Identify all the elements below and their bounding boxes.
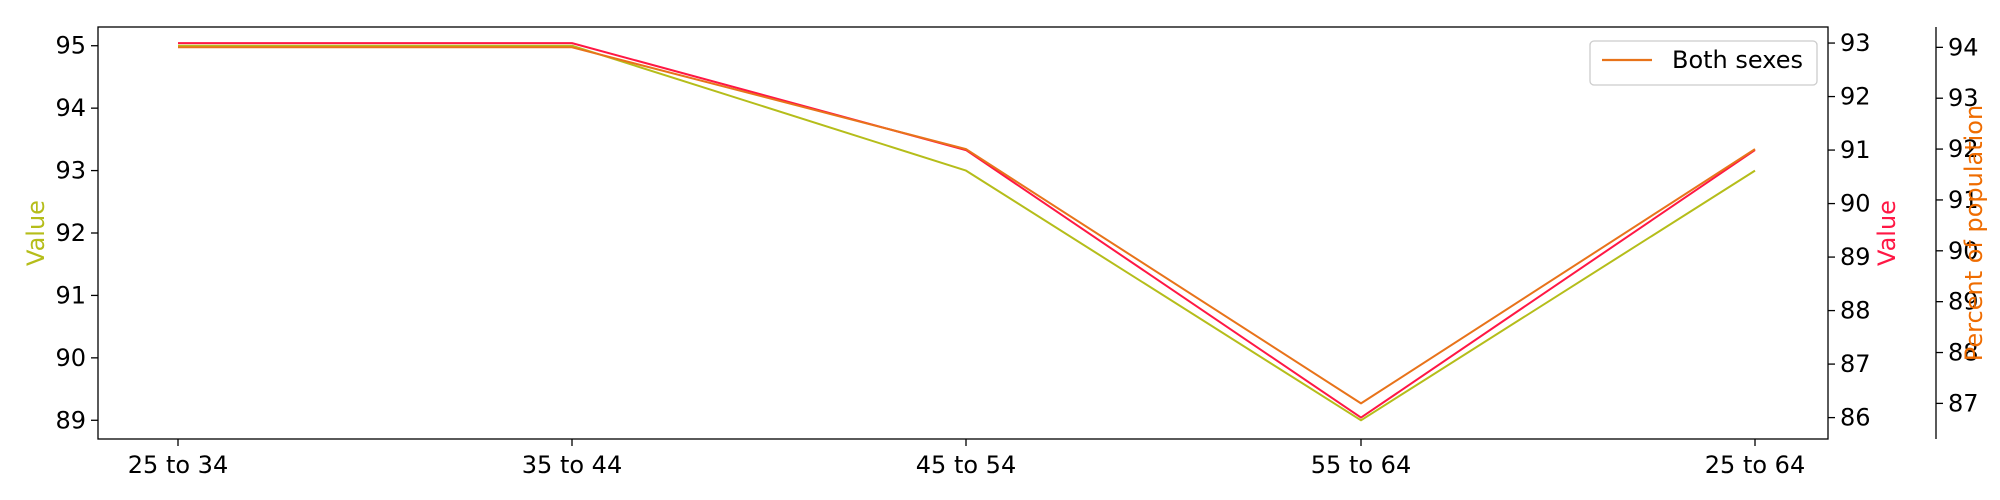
right1-tick-label: 92 [1840, 83, 1871, 111]
x-tick-label: 55 to 64 [1311, 451, 1411, 479]
right-y-axis-value: 86 87 88 89 90 91 92 93 [1828, 29, 1871, 432]
x-tick-label: 25 to 34 [128, 451, 228, 479]
series-line-right1 [178, 42, 1756, 419]
left-tick-label: 91 [55, 281, 86, 309]
series-line-left [178, 44, 1756, 422]
right2-tick-label: 92 [1948, 135, 1979, 163]
right1-tick-label: 91 [1840, 136, 1871, 164]
legend-box [1589, 40, 1818, 86]
left-tick-label: 95 [55, 32, 86, 60]
x-tick-label: 35 to 44 [522, 451, 622, 479]
right1-axis-title: Value [1873, 200, 1901, 266]
right1-tick-label: 86 [1840, 404, 1871, 432]
right2-tick-label: 89 [1948, 288, 1979, 316]
x-tick-label: 25 to 64 [1705, 451, 1805, 479]
left-tick-label: 94 [55, 94, 86, 122]
plot-area [97, 26, 1829, 440]
left-axis-title: Value [22, 200, 50, 266]
left-tick-label: 92 [55, 219, 86, 247]
right-y-axis-percent: 87 88 89 90 91 92 93 94 [1935, 27, 1979, 439]
right2-tick-label: 88 [1948, 339, 1979, 367]
left-tick-label: 93 [55, 157, 86, 185]
right2-tick-label: 87 [1948, 389, 1979, 417]
x-tick-label: 45 to 54 [916, 451, 1016, 479]
legend-label-both-sexes: Both sexes [1672, 46, 1803, 74]
left-tick-label: 90 [55, 344, 86, 372]
right2-axis-title: Percent of population [1960, 105, 1988, 361]
right1-tick-label: 88 [1840, 297, 1871, 325]
legend: Both sexes [1589, 40, 1818, 86]
right1-tick-label: 89 [1840, 243, 1871, 271]
left-tick-label: 89 [55, 406, 86, 434]
right1-tick-label: 90 [1840, 190, 1871, 218]
right1-tick-label: 87 [1840, 350, 1871, 378]
left-y-axis: 89 90 91 92 93 94 95 [55, 32, 98, 434]
x-axis: 25 to 34 35 to 44 45 to 54 55 to 64 25 to 64 [128, 439, 1805, 479]
series-line-right2 [178, 46, 1756, 405]
right1-tick-label: 93 [1840, 29, 1871, 57]
right2-tick-label: 91 [1948, 186, 1979, 214]
right2-tick-label: 94 [1948, 33, 1979, 61]
right2-tick-label: 93 [1948, 84, 1979, 112]
right2-tick-label: 90 [1948, 237, 1979, 265]
series-lines [178, 42, 1756, 422]
